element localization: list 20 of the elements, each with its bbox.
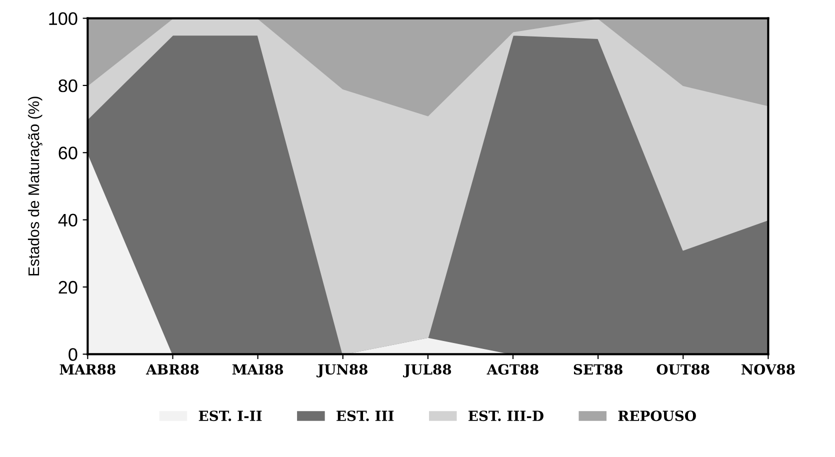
legend-label: REPOUSO [618, 410, 696, 422]
x-tick-label: OUT88 [656, 364, 710, 375]
x-tick-label: MAI88 [232, 364, 284, 375]
legend-label: EST. III [336, 410, 394, 422]
y-tick-label: 20 [58, 280, 78, 294]
legend-label: EST. III-D [468, 410, 544, 422]
y-tick-label: 0 [68, 348, 78, 361]
y-tick-label: 60 [58, 146, 78, 160]
y-tick-label: 40 [58, 214, 78, 227]
x-tick-label: NOV88 [741, 364, 795, 375]
y-tick-label: 80 [58, 79, 78, 92]
x-tick-label: JUN88 [316, 364, 368, 378]
x-tick-label: SET88 [574, 364, 622, 375]
y-axis-title: Estados de Maturação (%) [28, 96, 42, 276]
x-tick-label: AGT88 [486, 364, 538, 375]
x-tick-label: ABR88 [146, 364, 199, 375]
y-tick-label: 100 [49, 12, 78, 25]
legend-label: EST. I-II [198, 410, 262, 422]
x-tick-label: MAR88 [60, 364, 116, 375]
x-tick-label: JUL88 [403, 364, 452, 378]
